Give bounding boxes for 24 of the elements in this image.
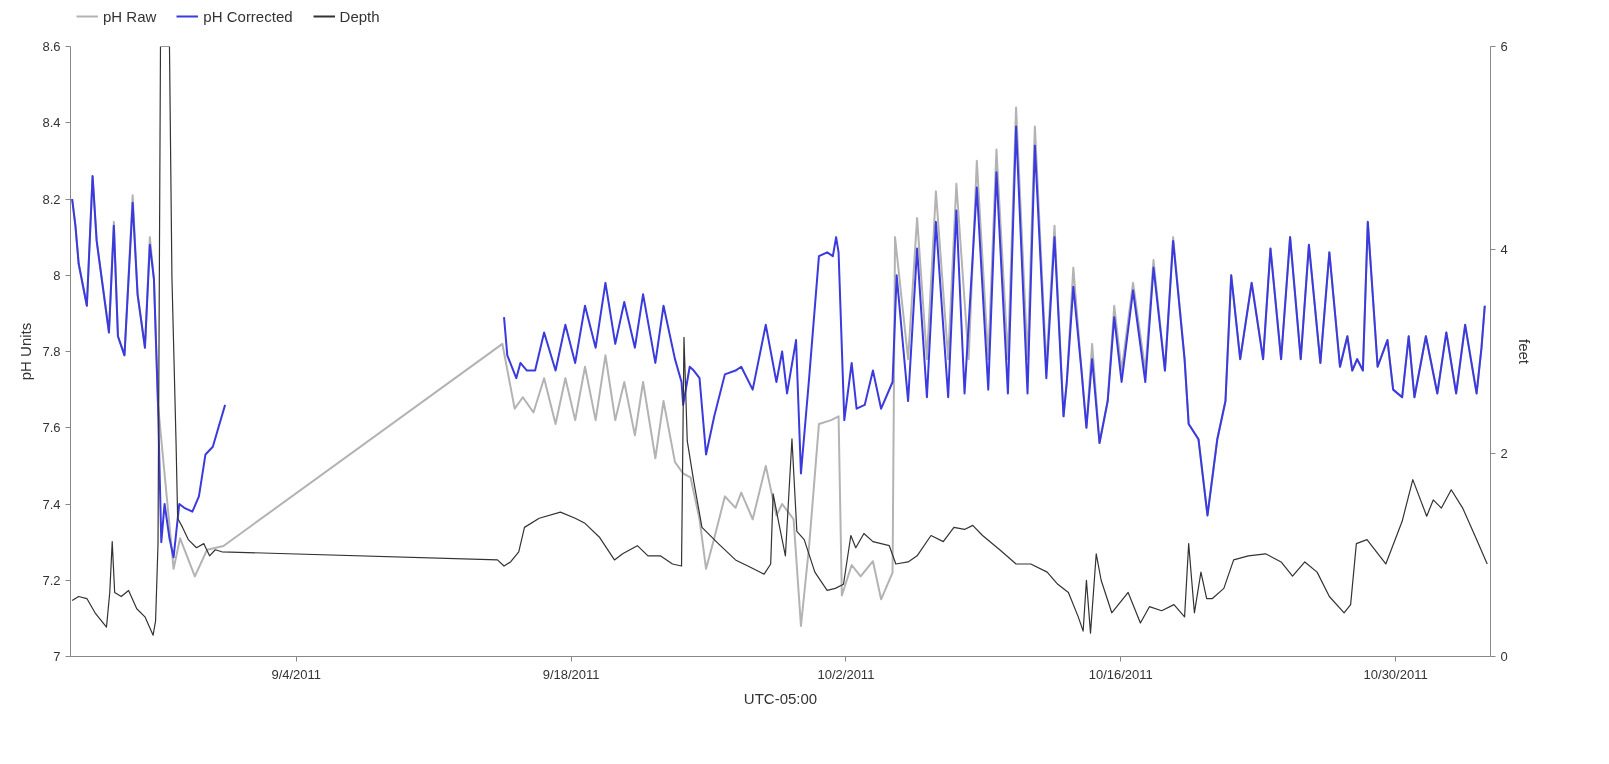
y-tick-label: 8.4 [42,115,61,131]
y-tick-label: 8.2 [42,191,61,207]
y-tick-label: 7.4 [42,496,61,512]
x-tick-label: 10/16/2011 [1088,666,1153,682]
y-axis-title: pH Units [17,322,35,381]
y-tick-label: 7.2 [42,572,61,588]
y-tick-label: 7.8 [42,344,61,359]
legend-label: pH Raw [103,7,157,25]
y-tick-label: 7.6 [42,420,61,436]
x-tick-label: 10/30/2011 [1363,666,1428,682]
x-tick-label: 9/18/2011 [542,666,600,682]
y2-tick-label: 4 [1500,242,1508,258]
y2-tick-label: 2 [1500,445,1508,461]
legend-label: Depth [339,7,380,25]
y-tick-label: 7 [53,649,61,664]
legend-label: pH Corrected [203,7,293,25]
y2-tick-label: 0 [1500,649,1508,664]
x-tick-label: 9/4/2011 [271,666,322,682]
y-tick-label: 8.6 [42,39,61,54]
x-axis-title: UTC-05:00 [743,689,818,707]
y2-axis-title: feet [1515,338,1533,365]
x-tick-label: 10/2/2011 [817,666,875,682]
y2-tick-label: 6 [1500,39,1508,54]
y-tick-label: 8 [53,267,61,283]
